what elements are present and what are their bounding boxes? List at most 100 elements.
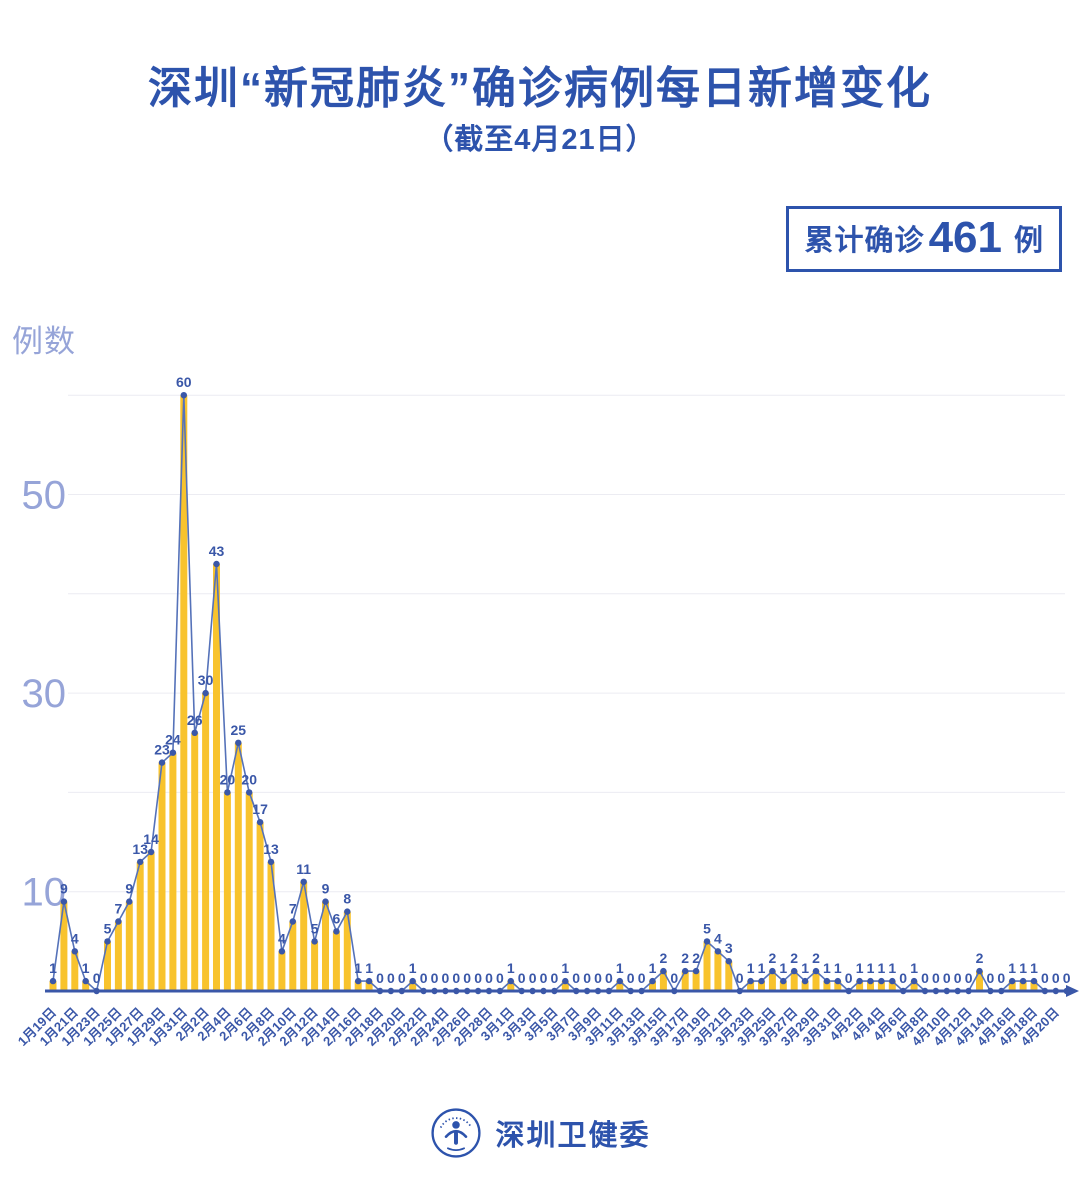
value-label: 0: [572, 970, 580, 986]
bar: [71, 951, 79, 991]
bar: [322, 901, 329, 991]
data-point: [115, 918, 122, 925]
bar: [692, 971, 700, 991]
data-point: [976, 967, 983, 975]
value-label: 0: [431, 970, 439, 986]
bar: [289, 921, 297, 991]
value-label: 0: [1041, 970, 1049, 986]
value-label: 13: [132, 841, 148, 857]
value-label: 4: [71, 930, 79, 946]
value-label: 2: [812, 950, 820, 966]
bar: [867, 981, 874, 991]
value-label: 8: [343, 891, 351, 907]
bar: [1030, 981, 1038, 991]
bar: [681, 971, 689, 991]
data-point: [311, 938, 318, 945]
value-label: 11: [296, 861, 311, 877]
bar: [409, 981, 417, 991]
value-label: 0: [1063, 970, 1071, 986]
data-point: [801, 977, 809, 985]
value-label: 5: [104, 920, 112, 936]
data-point: [758, 977, 765, 985]
value-label: 17: [252, 801, 268, 817]
chart-svg: 1030501941057913142324602630432025201713…: [15, 374, 1079, 1049]
chart-subtitle: （截至4月21日）: [424, 124, 656, 156]
value-label: 14: [143, 831, 159, 847]
value-label: 0: [943, 970, 951, 986]
data-point: [889, 977, 896, 985]
value-label: 3: [725, 940, 733, 956]
bar: [125, 901, 133, 991]
data-point: [147, 848, 155, 856]
value-label: 1: [856, 960, 864, 976]
value-label: 2: [660, 950, 668, 966]
bar: [267, 861, 275, 991]
bar: [311, 941, 319, 991]
data-point: [71, 948, 79, 955]
data-point: [158, 759, 166, 766]
data-point: [126, 898, 133, 905]
bar: [332, 931, 340, 991]
data-point: [834, 977, 841, 985]
value-label: 7: [289, 901, 297, 917]
value-label: 0: [670, 970, 678, 986]
value-label: 5: [311, 920, 319, 936]
shenzhen-health-commission-logo-icon: [431, 1108, 482, 1158]
bar: [343, 911, 351, 991]
value-label: 26: [187, 712, 203, 728]
value-label: 1: [878, 960, 886, 976]
value-label: 23: [154, 742, 170, 758]
data-point: [856, 977, 863, 985]
data-point: [878, 977, 885, 985]
data-point: [1019, 977, 1027, 985]
data-point: [780, 977, 787, 985]
badge-prefix: 累计确诊: [804, 225, 925, 257]
bar: [169, 752, 177, 991]
bar: [1019, 981, 1027, 991]
data-point: [180, 392, 187, 399]
bar: [834, 981, 842, 991]
value-label: 9: [322, 881, 330, 897]
value-label: 0: [376, 970, 384, 986]
bar: [213, 564, 220, 991]
value-label: 0: [463, 970, 471, 986]
value-label: 0: [518, 970, 526, 986]
x-axis-labels: 1月19日1月21日1月23日1月25日1月27日1月29日1月31日2月2日2…: [15, 1005, 1062, 1049]
data-point: [692, 967, 700, 975]
y-tick-label: 10: [22, 871, 67, 915]
bar: [234, 742, 242, 992]
x-axis: [45, 985, 1079, 997]
value-label: 0: [474, 970, 482, 986]
value-label: 1: [561, 960, 569, 976]
data-point: [267, 858, 275, 866]
data-point: [409, 977, 416, 985]
bar: [616, 981, 624, 991]
value-label: 0: [921, 970, 929, 986]
data-point: [714, 948, 722, 955]
value-label: 2: [790, 950, 798, 966]
value-label: 7: [115, 901, 123, 917]
value-label: 1: [82, 960, 90, 976]
value-label: 0: [529, 970, 537, 986]
value-label: 1: [409, 960, 417, 976]
value-label: 1: [779, 960, 787, 976]
value-label: 0: [540, 970, 548, 986]
value-label: 0: [551, 970, 559, 986]
bar: [910, 981, 918, 991]
bar: [278, 951, 286, 991]
bar: [801, 981, 809, 991]
bar: [758, 981, 765, 991]
y-axis-ticks: 10 30 50: [22, 474, 67, 915]
bar: [976, 971, 983, 991]
bar: [703, 941, 711, 991]
badge-suffix: 例: [1013, 225, 1043, 257]
bar: [888, 981, 896, 991]
bar: [790, 971, 798, 991]
value-label: 1: [507, 960, 515, 976]
data-point: [104, 938, 111, 945]
data-point: [322, 898, 329, 905]
data-point: [1009, 977, 1016, 985]
y-tick-label: 50: [22, 474, 67, 518]
bar: [223, 792, 231, 991]
